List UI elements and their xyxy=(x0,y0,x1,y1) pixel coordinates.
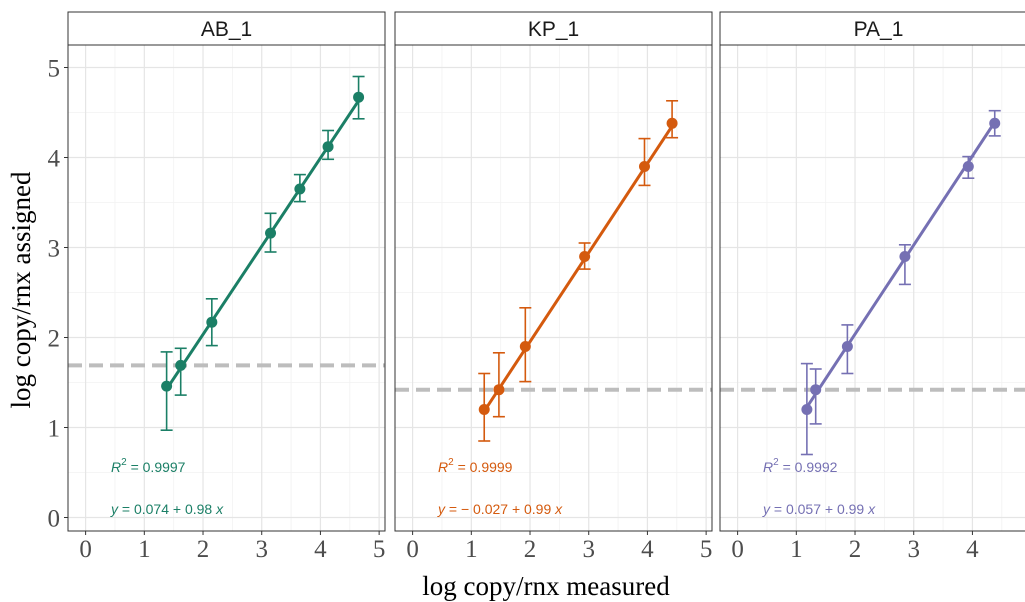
x-tick-label: 4 xyxy=(641,536,654,563)
equation-x: x xyxy=(215,501,224,517)
x-tick-label: 0 xyxy=(406,536,419,563)
x-tick-label: 2 xyxy=(524,536,537,563)
x-axis-title: log copy/rnx measured xyxy=(422,571,670,601)
y-axis-title: log copy/rnx assigned xyxy=(6,171,36,408)
r-squared-annotation: R2 = 0.9999 xyxy=(438,457,513,475)
plot-background xyxy=(395,45,712,531)
equation-x: x xyxy=(867,501,876,517)
data-point xyxy=(579,251,591,262)
data-point xyxy=(175,359,187,371)
equation-x: x xyxy=(554,501,563,517)
x-tick-label: 0 xyxy=(731,536,744,563)
x-tick-label: 4 xyxy=(966,536,979,563)
x-tick-label: 5 xyxy=(373,536,386,563)
r-squared-exponent: 2 xyxy=(448,457,454,468)
r-squared-exponent: 2 xyxy=(773,457,779,468)
panel-border xyxy=(719,44,1025,532)
equation-annotation: y = − 0.027 + 0.99 x xyxy=(437,501,563,517)
data-point xyxy=(294,183,306,195)
y-tick-label: 2 xyxy=(48,326,61,353)
data-point xyxy=(493,384,505,396)
facet-strip-label: PA_1 xyxy=(854,18,904,41)
data-point xyxy=(478,404,490,415)
data-point xyxy=(666,117,678,129)
x-tick-label: 2 xyxy=(849,536,862,563)
y-tick-label: 1 xyxy=(48,416,61,443)
data-point xyxy=(989,117,1001,129)
equation-annotation: y = 0.057 + 0.99 x xyxy=(762,501,876,517)
panel-border xyxy=(394,44,713,532)
facet-strip xyxy=(67,11,386,46)
data-point xyxy=(899,251,911,262)
x-tick-label: 0 xyxy=(79,536,92,563)
r-squared-value: = 0.9999 xyxy=(454,459,513,475)
facet-strip-label: AB_1 xyxy=(201,18,252,41)
equation-annotation: y = 0.074 + 0.98 x xyxy=(110,501,224,517)
x-tick-label: 5 xyxy=(700,536,713,563)
data-point xyxy=(161,380,173,392)
x-tick-label: 1 xyxy=(465,536,478,563)
equation-terms: = 0.074 + 0.98 xyxy=(118,501,216,517)
y-tick-label: 3 xyxy=(48,236,61,263)
y-tick-label: 5 xyxy=(48,56,61,83)
equation-terms: = − 0.027 + 0.99 xyxy=(445,501,555,517)
r-squared-annotation: R2 = 0.9992 xyxy=(763,457,838,475)
r-squared-value: = 0.9997 xyxy=(127,459,186,475)
data-point xyxy=(801,404,813,415)
data-point xyxy=(519,341,531,352)
data-point xyxy=(322,141,334,153)
r-squared-exponent: 2 xyxy=(121,457,127,468)
equation-terms: = 0.057 + 0.99 xyxy=(770,501,868,517)
x-tick-label: 1 xyxy=(138,536,151,563)
panel-border xyxy=(67,44,386,532)
equation-y: y xyxy=(437,501,446,517)
data-point xyxy=(962,161,974,172)
x-tick-label: 3 xyxy=(907,536,920,563)
x-tick-label: 3 xyxy=(582,536,595,563)
x-tick-label: 1 xyxy=(790,536,803,563)
plot-background xyxy=(68,45,385,531)
data-point xyxy=(810,384,822,396)
y-tick-label: 4 xyxy=(48,146,61,173)
data-point xyxy=(265,227,277,239)
fit-line xyxy=(482,125,674,413)
r-symbol: R xyxy=(438,459,448,475)
fit-line xyxy=(805,121,996,409)
equation-y: y xyxy=(762,501,771,517)
r-symbol: R xyxy=(111,459,121,475)
x-tick-label: 3 xyxy=(255,536,268,563)
plot-background xyxy=(720,45,1025,531)
r-squared-value: = 0.9992 xyxy=(779,459,838,475)
r-symbol: R xyxy=(763,459,773,475)
facet-strip xyxy=(719,11,1025,46)
y-tick-label: 0 xyxy=(48,506,61,533)
data-point xyxy=(353,91,365,103)
data-point xyxy=(841,341,853,352)
x-tick-label: 4 xyxy=(314,536,327,563)
r-squared-annotation: R2 = 0.9997 xyxy=(111,457,186,475)
x-tick-label: 2 xyxy=(197,536,210,563)
data-point xyxy=(206,316,218,328)
equation-y: y xyxy=(110,501,119,517)
data-point xyxy=(638,161,650,172)
facet-strip-label: KP_1 xyxy=(528,18,579,41)
facet-strip xyxy=(394,11,713,46)
